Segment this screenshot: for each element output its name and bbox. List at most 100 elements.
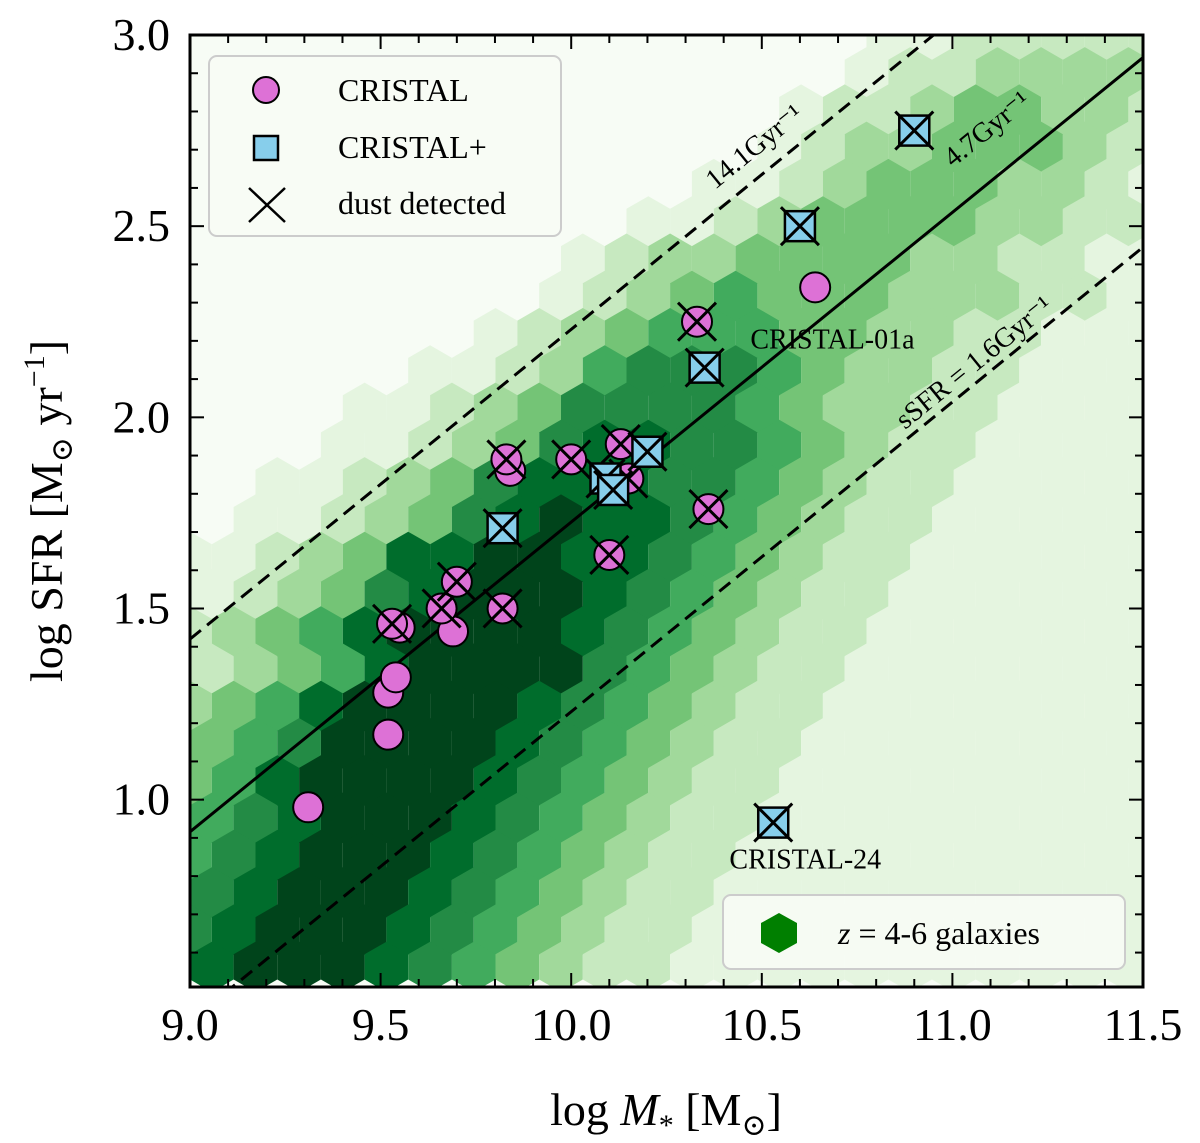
hexbin-cell <box>801 718 845 769</box>
hexbin-cell <box>1019 270 1063 322</box>
hexbin-cell <box>582 643 627 694</box>
hexbin-cell <box>1041 382 1085 433</box>
hexbin-cell <box>626 121 671 172</box>
hexbin-cell <box>801 569 845 620</box>
hexbin-cell <box>932 792 976 843</box>
annotation-cristal-01a: CRISTAL-01a <box>750 325 915 356</box>
hexbin-cell <box>277 569 321 620</box>
hexbin-cell <box>735 457 780 508</box>
hexbin-cell <box>648 233 692 284</box>
hexbin-cell <box>648 308 692 359</box>
hexbin-cell <box>691 606 736 657</box>
hexbin-cell <box>757 718 802 769</box>
hexbin-cell <box>997 457 1042 508</box>
hexbin-cell <box>735 308 780 359</box>
hexbin-cell <box>670 196 714 247</box>
dust-detected-marker <box>486 439 527 480</box>
hexbin-cell <box>604 308 649 359</box>
hexbin-cell <box>233 792 278 843</box>
hexbin-cell <box>1128 163 1143 206</box>
legend-label-galaxies: z = 4-6 galaxies <box>837 915 1040 951</box>
ssfr-line-solid <box>190 56 1143 833</box>
hexbin-cell <box>910 308 954 359</box>
hexbin-cell <box>539 345 583 396</box>
hexbin-cell <box>517 382 561 433</box>
hexbin-cell <box>320 419 365 471</box>
hexbin-cell <box>866 382 911 433</box>
hexbin-cell <box>910 457 954 508</box>
dust-detected-marker <box>779 206 820 247</box>
hexbin-cell <box>997 829 1042 881</box>
hexbin-cell <box>997 606 1042 657</box>
hexbin-cell <box>211 829 256 881</box>
hexbin-cell <box>582 494 627 545</box>
annotation-cristal-24: CRISTAL-24 <box>729 844 881 875</box>
hexbin-cell <box>648 84 692 135</box>
hexbin-cell <box>648 755 692 806</box>
hexbin-cell <box>801 419 845 471</box>
hexbin-cell <box>953 158 998 210</box>
hexbin-cell <box>604 829 649 881</box>
hexbin-cell <box>211 382 256 433</box>
hexbin-cell <box>822 531 867 583</box>
hexbin-cell <box>691 84 736 135</box>
hexbin-cell <box>517 606 561 657</box>
hexbin-cell <box>713 643 758 694</box>
hexbin-cell <box>648 904 692 955</box>
dust-detected-marker <box>627 431 668 472</box>
hexbin-cell <box>190 867 234 918</box>
hexbin-cell <box>844 47 889 98</box>
hexbin-cell <box>408 494 452 545</box>
hexbin-cell <box>997 755 1042 806</box>
legend-hexbin-frame <box>722 894 1126 970</box>
hexbin-cell <box>888 196 932 247</box>
hexbin-cell <box>582 792 627 843</box>
hexbin-cell <box>386 382 431 433</box>
hexbin-cell <box>320 270 365 322</box>
hexbin-cell <box>975 196 1020 247</box>
hexbin-cell <box>648 457 692 508</box>
hexbin-cell <box>430 233 474 284</box>
hexbin-cell <box>517 829 561 881</box>
hexbin-cell <box>561 158 605 210</box>
hexbin-cell <box>953 233 998 284</box>
hexbin-cell <box>953 84 998 135</box>
hexbin-cell <box>713 270 758 322</box>
hexbin-cell <box>539 569 583 620</box>
hexbin-cell <box>473 233 518 284</box>
hexbin-cell <box>997 233 1042 284</box>
hexbin-cell <box>190 84 212 135</box>
hexbin-cell <box>626 941 671 987</box>
hexbin-cell <box>604 606 649 657</box>
hexbin-cell <box>1084 531 1129 583</box>
hexbin-cell <box>975 270 1020 322</box>
hexbin-cell <box>735 606 780 657</box>
axis-tick-labels: 9.0 9.5 10.0 10.5 11.0 11.5 1.0 1.5 2.0 2.5 3.0 <box>113 9 1183 1050</box>
hexbin-cell <box>997 158 1042 210</box>
hexbin-cell <box>342 606 387 657</box>
hexbin-cell <box>866 531 911 583</box>
hexbin-cell <box>932 121 976 172</box>
hexbin-cell <box>582 47 627 98</box>
hexbin-cell <box>211 457 256 508</box>
hexbin-cell <box>190 457 212 508</box>
hexbin-cell <box>822 755 867 806</box>
hexbin-cell <box>997 531 1042 583</box>
hexbin-cell <box>975 345 1020 396</box>
hexbin-cell <box>451 643 496 694</box>
hexbin-cell <box>866 829 911 881</box>
hexbin-cell <box>277 867 321 918</box>
legend-label-cristal: CRISTAL <box>338 72 469 108</box>
hexbin-cell <box>713 569 758 620</box>
hexbin-cell <box>277 345 321 396</box>
hexbin-cell <box>211 680 256 732</box>
x-tick-label: 9.5 <box>352 999 410 1050</box>
hexbin-cell <box>866 755 911 806</box>
hexbin-cell <box>713 345 758 396</box>
hexbin-cell <box>190 233 212 284</box>
hexbin-cell <box>299 531 343 583</box>
hexbin-cell <box>561 84 605 135</box>
hexbin-cell <box>713 196 758 247</box>
hexbin-cell <box>844 196 889 247</box>
